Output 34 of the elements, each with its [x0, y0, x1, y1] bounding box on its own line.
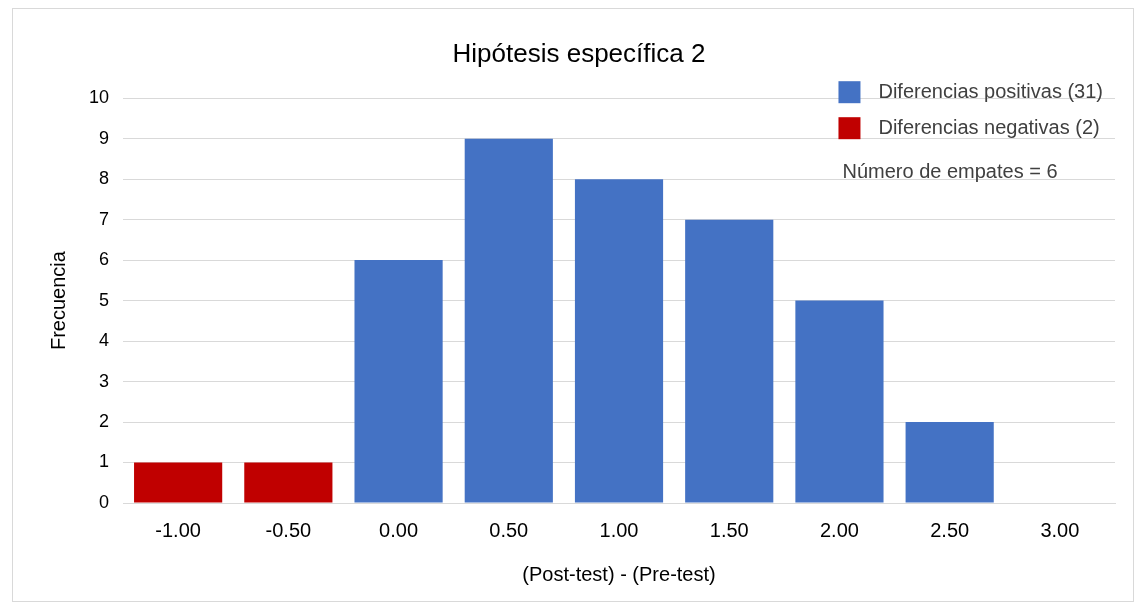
x-axis-title: (Post-test) - (Pre-test): [522, 562, 716, 585]
legend-label: Diferencias negativas (2): [878, 115, 1100, 138]
y-tick-label: 2: [99, 411, 110, 432]
chart-title: Hipótesis específica 2: [452, 37, 706, 68]
bar: [905, 422, 994, 503]
bar: [795, 300, 884, 503]
y-tick-label: 10: [88, 87, 110, 108]
x-tick-label: 0.50: [489, 518, 529, 541]
x-tick-label: 2.00: [819, 518, 859, 541]
x-tick-label: 0.00: [379, 518, 419, 541]
bar: [134, 462, 223, 503]
bar: [574, 179, 664, 503]
x-tick-label: -1.00: [155, 518, 201, 541]
x-tick-label: -0.50: [265, 518, 312, 541]
y-axis-title: Frecuencia: [46, 250, 69, 351]
y-tick-label: 9: [99, 127, 110, 148]
x-tick-label: 3.00: [1040, 518, 1080, 541]
x-tick-label: 1.00: [599, 518, 639, 541]
x-tick-label: 1.50: [709, 518, 749, 541]
y-tick-label: 7: [99, 208, 110, 229]
y-tick-label: 6: [99, 249, 110, 270]
legend-label: Diferencias positivas (31): [878, 79, 1103, 102]
bar: [464, 138, 553, 503]
y-tick-label: 4: [99, 330, 110, 351]
bar: [244, 462, 333, 503]
annotation: Número de empates = 6: [842, 159, 1058, 182]
bar: [685, 219, 774, 503]
y-tick-label: 3: [99, 370, 110, 391]
bar: [354, 260, 443, 503]
y-tick-label: 8: [99, 168, 110, 189]
y-tick-label: 0: [99, 491, 110, 512]
y-tick-label: 5: [99, 289, 110, 310]
y-tick-label: 1: [99, 451, 110, 472]
x-tick-label: 2.50: [930, 518, 970, 541]
